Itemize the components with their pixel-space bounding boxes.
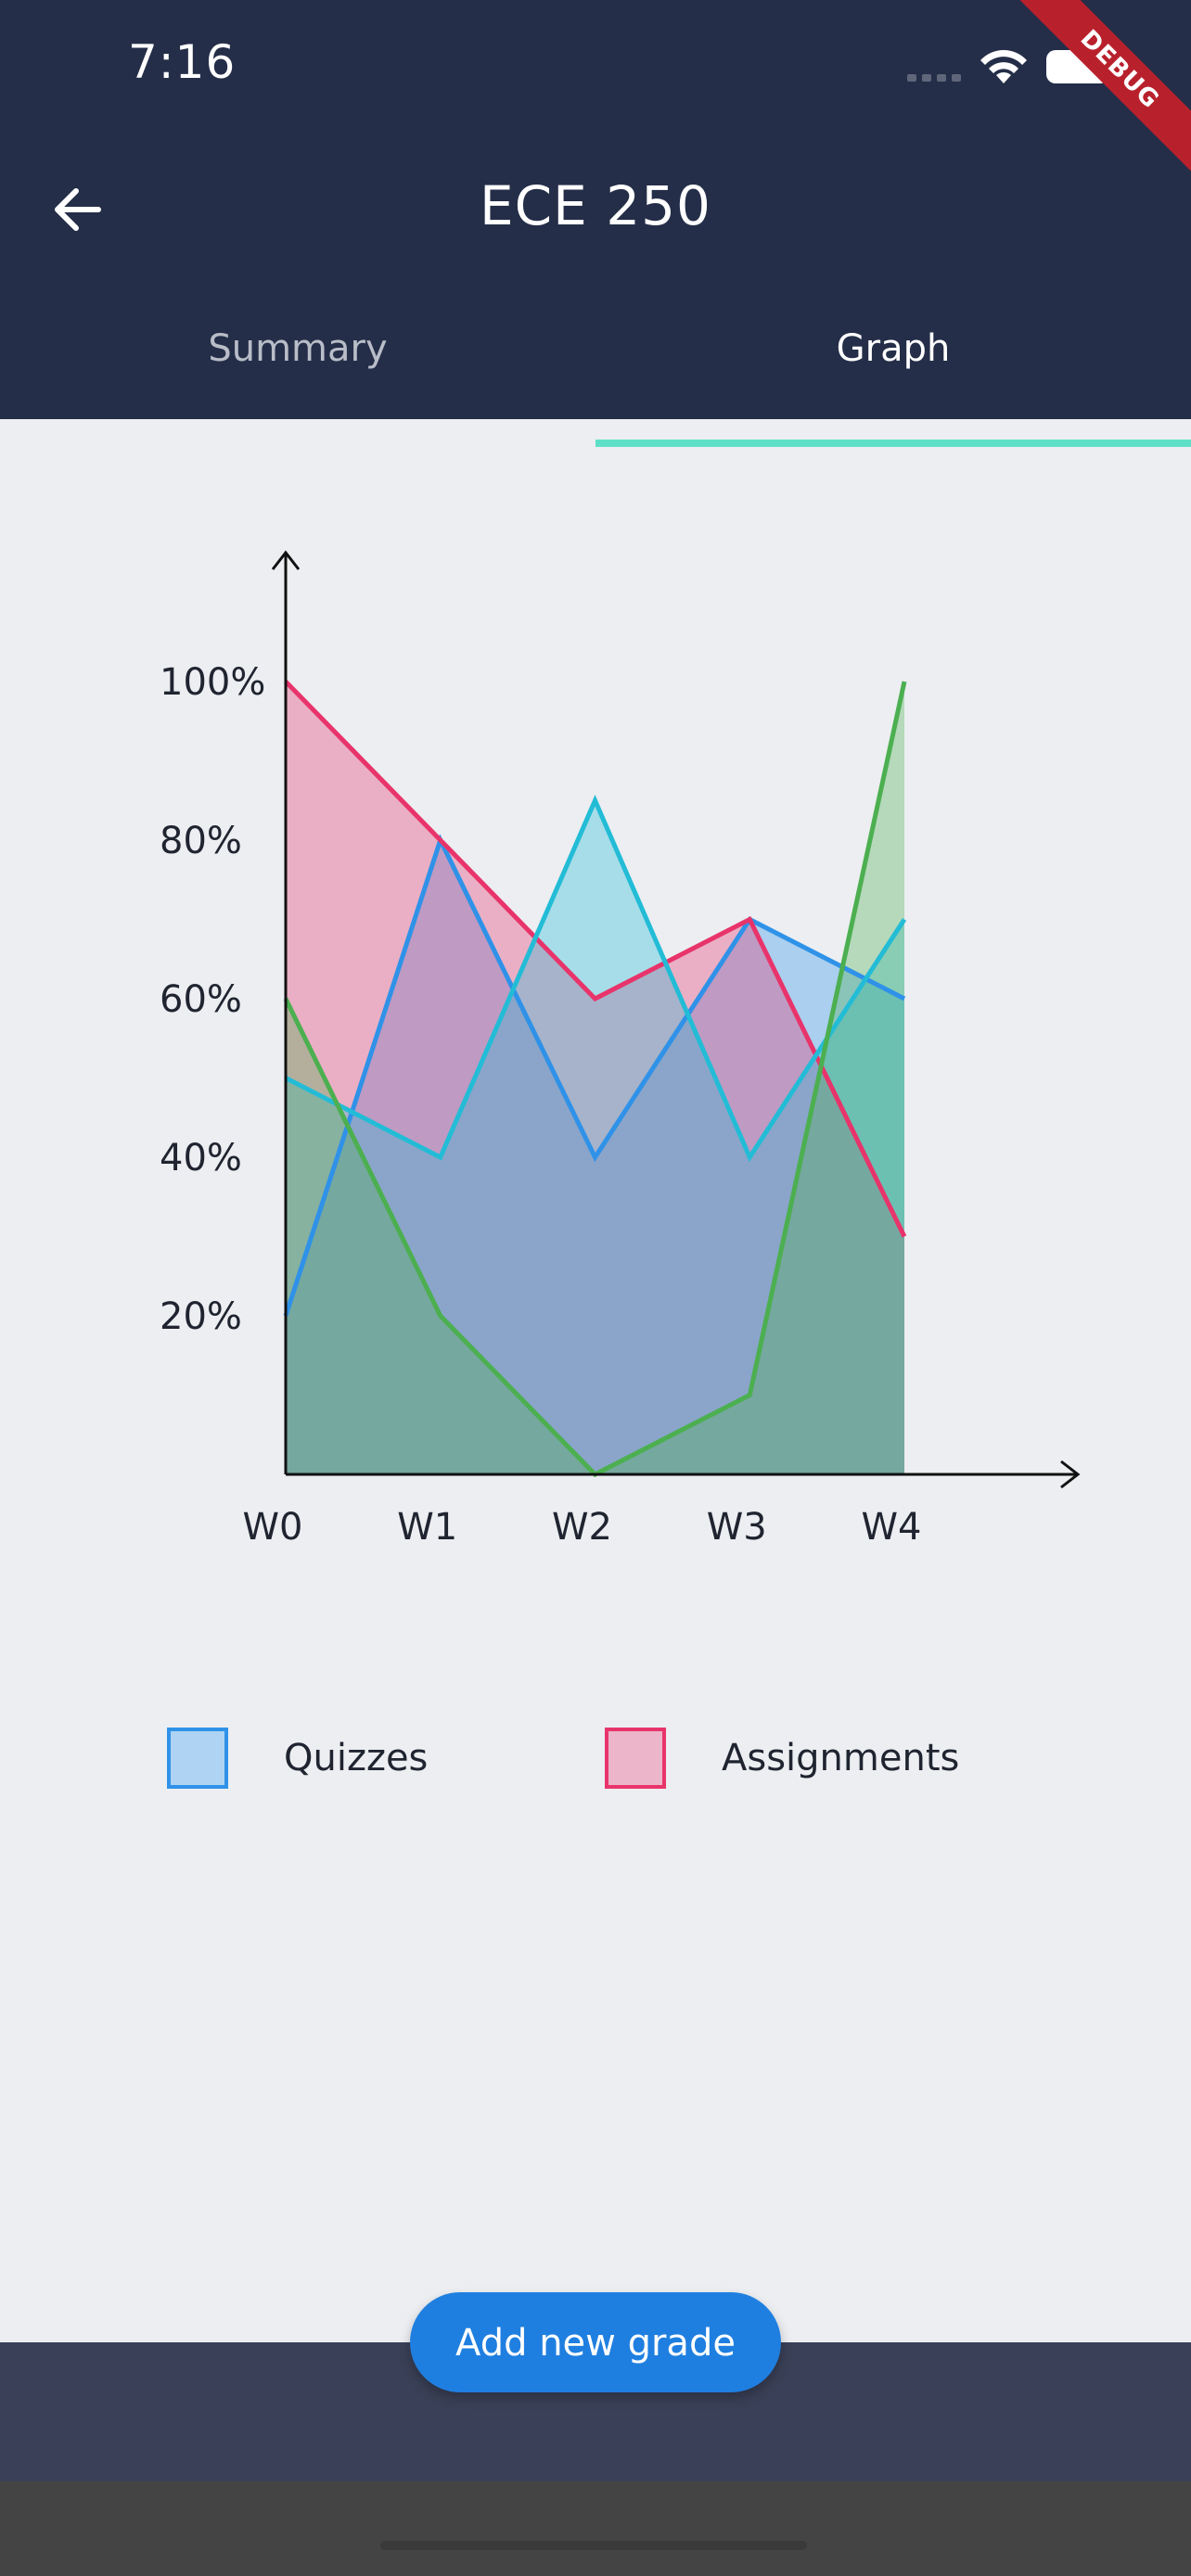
legend-label: Quizzes (284, 1737, 429, 1779)
series-area-1 (286, 682, 904, 1474)
y-tick-label: 60% (160, 978, 242, 1021)
series-line-0 (283, 834, 906, 1317)
add-new-grade-button[interactable]: Add new grade (410, 2292, 781, 2392)
series-area-2 (286, 800, 904, 1474)
y-tick-label: 80% (160, 820, 242, 862)
wifi-icon (980, 50, 1027, 83)
status-bar: 7:16 (0, 0, 1191, 130)
grades-area-chart: 20% 40% 60% 80% 100% W0 W1 W2 W3 W4 (160, 550, 1081, 1549)
cellular-signal-icon (907, 74, 961, 82)
page-title: ECE 250 (480, 174, 711, 237)
app-bar: 7:16 DEBUG ECE 250 Summary Graph (0, 0, 1191, 447)
legend-item-assignments: Assignments (605, 1725, 959, 1792)
y-tick-label: 20% (160, 1295, 242, 1338)
x-axis-arrow (1060, 1460, 1081, 1489)
x-tick-label: W1 (397, 1506, 457, 1549)
series-area-3 (286, 682, 904, 1474)
y-tick-label: 100% (160, 661, 265, 704)
status-time: 7:16 (128, 35, 237, 89)
tab-summary[interactable]: Summary (208, 327, 388, 370)
home-indicator[interactable] (380, 2541, 807, 2550)
legend-swatch-assignments (605, 1728, 666, 1789)
series-line-2 (284, 794, 907, 1163)
x-tick-label: W3 (707, 1506, 767, 1549)
tab-graph[interactable]: Graph (596, 312, 1191, 447)
legend-swatch-quizzes (167, 1728, 228, 1789)
y-axis-arrow (271, 550, 301, 570)
home-area (0, 2481, 1191, 2576)
series-line-1 (284, 680, 907, 1238)
chart-legend: Quizzes Assignments (0, 1697, 1191, 1808)
arrow-left-icon[interactable] (50, 184, 106, 236)
tab-bar: Summary Graph (0, 312, 1191, 447)
title-row: ECE 250 (0, 167, 1191, 250)
y-tick-label: 40% (160, 1137, 242, 1180)
x-tick-label: W2 (552, 1506, 612, 1549)
x-tick-label: W0 (243, 1506, 303, 1549)
x-tick-label: W4 (862, 1506, 922, 1549)
legend-item-quizzes: Quizzes (167, 1725, 428, 1792)
legend-label: Assignments (722, 1737, 960, 1779)
